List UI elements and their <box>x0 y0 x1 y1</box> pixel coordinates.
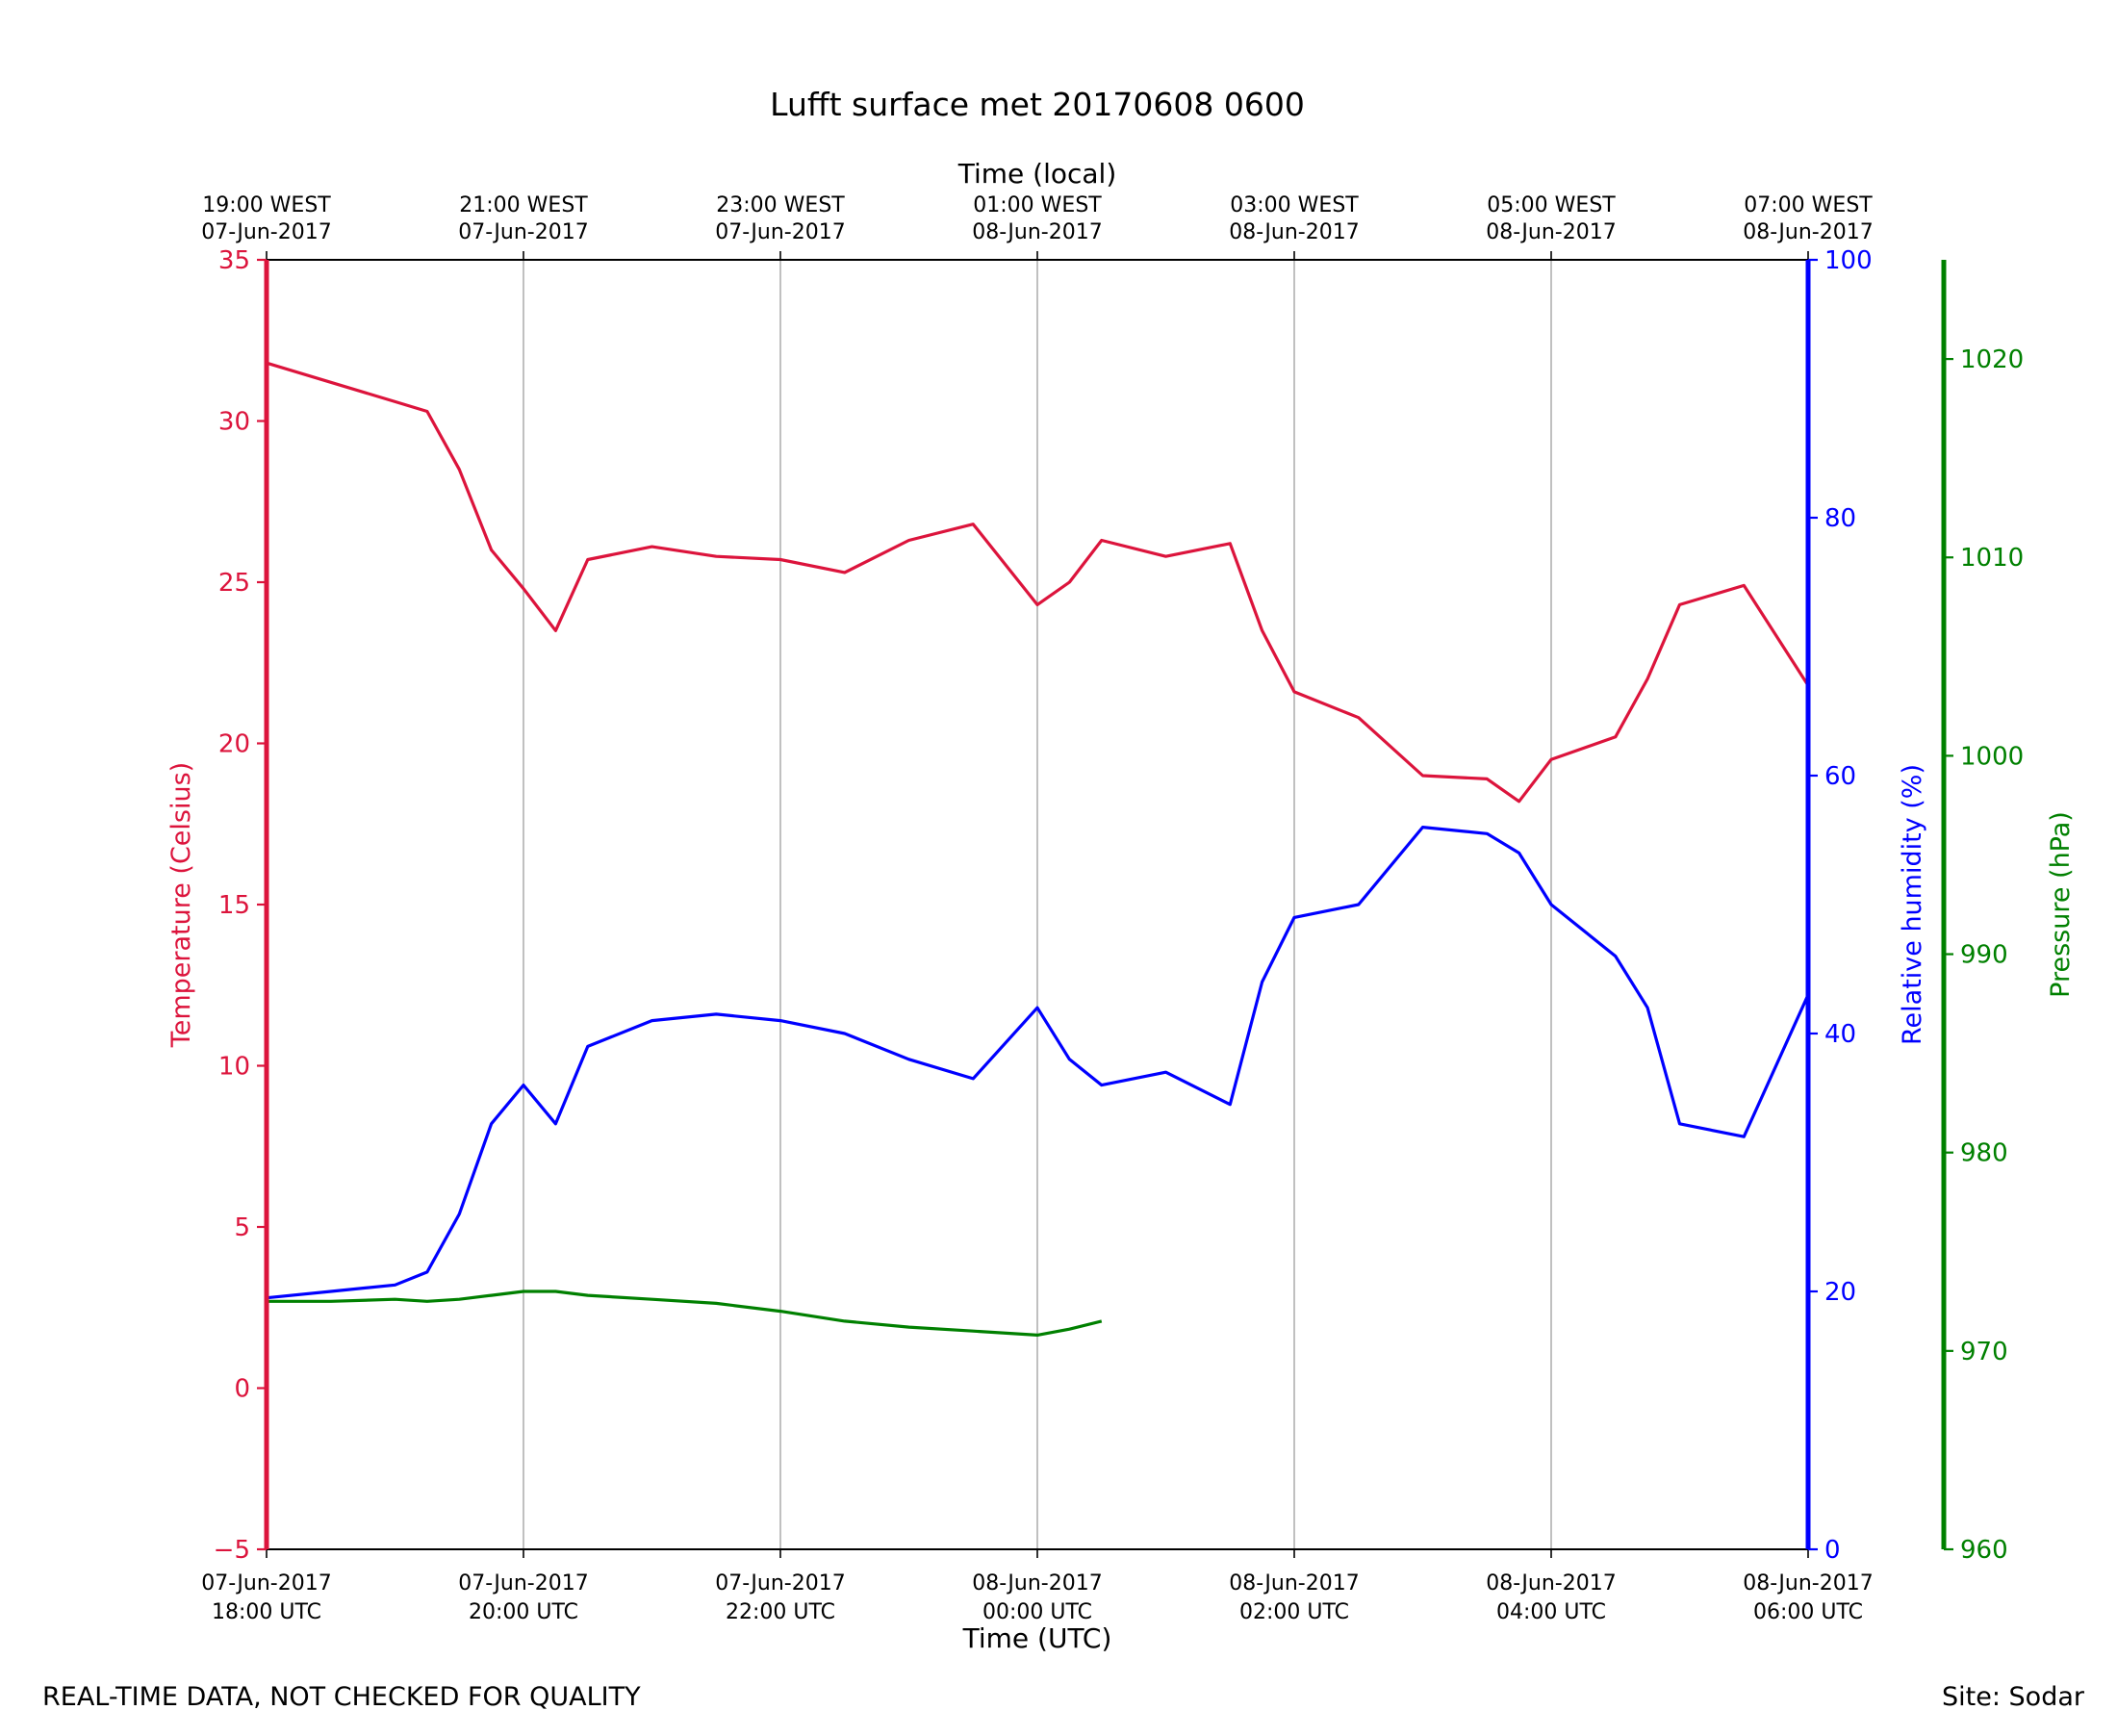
temperature-axis-label: Temperature (Celsius) <box>166 762 196 1048</box>
x-ticks: 07-Jun-2017 18:00 UTC 19:00 WEST 07-Jun-201… <box>201 193 1873 1624</box>
temperature-tick-label: 35 <box>218 246 250 275</box>
x-tick-label: 07-Jun-2017 <box>458 1571 588 1596</box>
x2-tick-label: 07-Jun-2017 <box>458 220 588 244</box>
site-label: Site: Sodar <box>1942 1682 2084 1712</box>
y-axes: −5 0 5 10 15 20 25 30 35 Temperature (Celsius) 0 20… <box>166 246 2076 1565</box>
x2-tick-label: 03:00 WEST <box>1230 193 1359 217</box>
pressure-tick-label: 1020 <box>1960 345 2024 374</box>
x2-tick-label: 08-Jun-2017 <box>1229 220 1359 244</box>
pressure-series-line <box>267 1289 1103 1338</box>
humidity-tick-label: 80 <box>1824 504 1856 533</box>
humidity-axis: 0 20 40 60 80 100 Relative humidity (%) <box>1805 246 1927 1565</box>
x2-tick-label: 01:00 WEST <box>973 193 1102 217</box>
grid <box>523 260 1552 1549</box>
x-tick-label: 06:00 UTC <box>1753 1600 1863 1624</box>
chart-title: Lufft surface met 20170608 0600 <box>770 86 1305 123</box>
x-tick-label: 02:00 UTC <box>1239 1600 1349 1624</box>
x-tick-label: 00:00 UTC <box>982 1600 1092 1624</box>
x2-tick-label: 07-Jun-2017 <box>715 220 845 244</box>
x-tick-label: 08-Jun-2017 <box>1743 1571 1873 1596</box>
humidity-series-line <box>266 825 1810 1300</box>
temperature-series-line <box>266 361 1810 804</box>
top-axis-label: Time (local) <box>957 158 1117 190</box>
pressure-tick-label: 960 <box>1960 1536 2008 1565</box>
x-tick-label: 08-Jun-2017 <box>972 1571 1102 1596</box>
pressure-axis: 960 970 980 990 1000 1010 1020 Pressure (hPa) <box>1941 260 2076 1565</box>
pressure-tick-label: 1000 <box>1960 742 2024 771</box>
pressure-tick-label: 990 <box>1960 941 2008 970</box>
x-tick-label: 07-Jun-2017 <box>715 1571 845 1596</box>
temperature-tick-label: 10 <box>218 1053 250 1082</box>
humidity-axis-label: Relative humidity (%) <box>1898 764 1927 1045</box>
x2-tick-label: 05:00 WEST <box>1487 193 1616 217</box>
humidity-tick-label: 20 <box>1824 1278 1856 1307</box>
x-tick-label: 22:00 UTC <box>726 1600 835 1624</box>
humidity-tick-label: 0 <box>1824 1536 1841 1565</box>
x2-tick-label: 08-Jun-2017 <box>1743 220 1873 244</box>
temperature-tick-label: 30 <box>218 408 250 437</box>
x2-tick-label: 23:00 WEST <box>716 193 845 217</box>
temperature-tick-label: 15 <box>218 891 250 920</box>
pressure-tick-label: 970 <box>1960 1338 2008 1366</box>
temperature-tick-label: 5 <box>234 1213 250 1242</box>
x-axis-label: Time (UTC) <box>962 1622 1112 1654</box>
x-tick-label: 08-Jun-2017 <box>1229 1571 1359 1596</box>
pressure-tick-label: 980 <box>1960 1139 2008 1168</box>
humidity-tick-label: 40 <box>1824 1020 1856 1049</box>
series-group <box>266 361 1810 1338</box>
quality-disclaimer: REAL-TIME DATA, NOT CHECKED FOR QUALITY <box>42 1682 641 1712</box>
pressure-tick-label: 1010 <box>1960 544 2024 573</box>
temperature-tick-label: 20 <box>218 730 250 759</box>
humidity-tick-label: 100 <box>1824 246 1873 275</box>
x-tick-label: 07-Jun-2017 <box>201 1571 331 1596</box>
x2-tick-label: 21:00 WEST <box>459 193 588 217</box>
x2-tick-label: 07-Jun-2017 <box>201 220 331 244</box>
x2-tick-label: 08-Jun-2017 <box>972 220 1102 244</box>
x2-tick-label: 08-Jun-2017 <box>1486 220 1616 244</box>
temperature-tick-label: 0 <box>234 1375 250 1404</box>
temperature-tick-label: −5 <box>214 1536 250 1565</box>
humidity-tick-label: 60 <box>1824 762 1856 791</box>
temperature-axis: −5 0 5 10 15 20 25 30 35 Temperature (Celsius) <box>166 246 269 1565</box>
x-tick-label: 04:00 UTC <box>1496 1600 1606 1624</box>
x-tick-label: 20:00 UTC <box>469 1600 578 1624</box>
pressure-axis-label: Pressure (hPa) <box>2046 811 2076 998</box>
x2-tick-label: 07:00 WEST <box>1744 193 1873 217</box>
x-tick-label: 18:00 UTC <box>212 1600 321 1624</box>
temperature-tick-label: 25 <box>218 569 250 598</box>
x2-tick-label: 19:00 WEST <box>202 193 331 217</box>
x-tick-label: 08-Jun-2017 <box>1486 1571 1616 1596</box>
